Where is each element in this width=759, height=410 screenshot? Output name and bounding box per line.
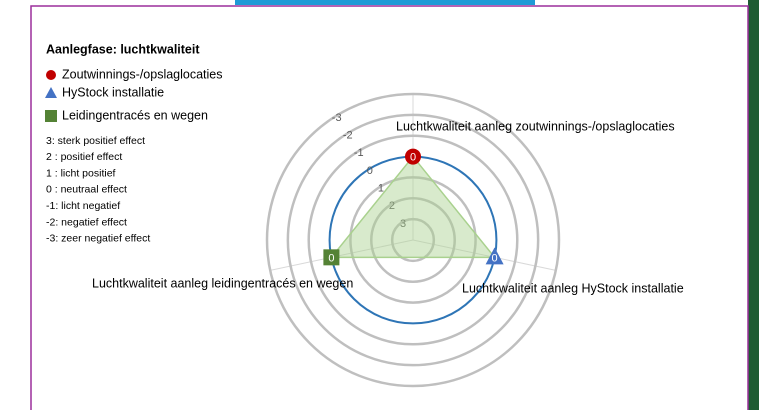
note: -1: licht negatief xyxy=(46,200,120,212)
radar-area xyxy=(329,155,497,259)
top-bar xyxy=(235,0,535,5)
r-tick-label: -3 xyxy=(332,112,342,124)
ring xyxy=(307,134,519,346)
ring xyxy=(286,113,540,367)
r-tick-label: -1 xyxy=(354,147,364,159)
legend-symbol xyxy=(46,70,56,80)
spoke xyxy=(412,239,556,271)
spoke xyxy=(270,239,414,271)
ring xyxy=(390,217,436,263)
legend-symbol xyxy=(45,110,57,122)
data-label: 0 xyxy=(492,252,498,264)
note: -3: zeer negatief effect xyxy=(46,233,150,245)
legend-label: Zoutwinnings-/opslaglocaties xyxy=(62,67,223,81)
marker xyxy=(405,148,421,165)
category-label: Luchtkwaliteit aanleg leidingentracés en… xyxy=(92,276,353,290)
marker xyxy=(485,247,504,265)
r-tick-label: 0 xyxy=(367,165,373,177)
note: 3: sterk positief effect xyxy=(46,135,145,147)
note: -2: negatief effect xyxy=(46,216,127,228)
ring xyxy=(370,197,456,283)
chart-title: Aanlegfase: luchtkwaliteit xyxy=(46,42,200,56)
legend-label: Leidingentracés en wegen xyxy=(62,108,208,122)
data-label: 0 xyxy=(410,151,416,163)
data-label: 0 xyxy=(328,252,334,264)
marker xyxy=(323,249,340,266)
ring xyxy=(349,176,477,304)
note: 2 : positief effect xyxy=(46,151,122,163)
legend-symbol xyxy=(45,87,57,98)
note: 1 : licht positief xyxy=(46,167,116,179)
frame xyxy=(30,5,749,410)
category-label: Luchtkwaliteit aanleg HyStock installati… xyxy=(462,281,684,295)
r-tick-label: -2 xyxy=(343,129,353,141)
note: 0 : neutraal effect xyxy=(46,184,127,196)
r-tick-label: 2 xyxy=(389,200,395,212)
r-tick-label: 3 xyxy=(400,218,406,230)
category-label: Luchtkwaliteit aanleg zoutwinnings-/opsl… xyxy=(396,119,675,133)
ring xyxy=(265,92,561,388)
r-tick-label: 1 xyxy=(378,183,384,195)
side-strip xyxy=(748,0,759,410)
legend-label: HyStock installatie xyxy=(62,85,164,99)
